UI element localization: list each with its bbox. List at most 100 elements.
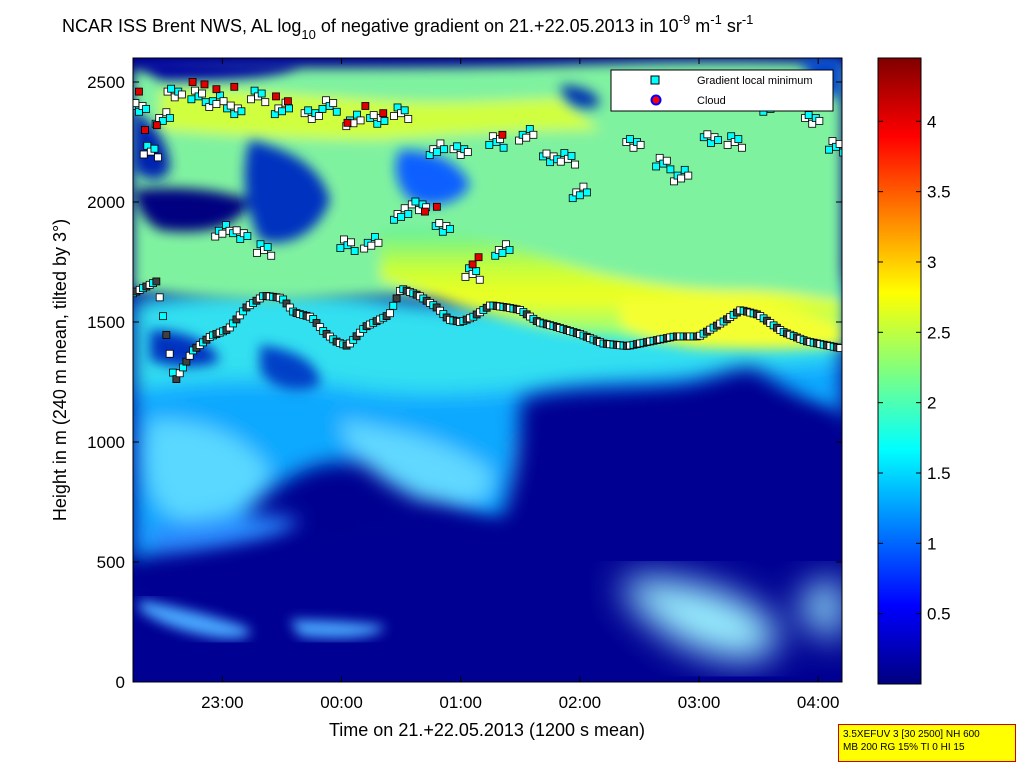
gradient-min-marker	[367, 241, 376, 250]
gradient-min-marker	[446, 224, 454, 233]
gradient-min-marker	[529, 130, 538, 139]
gradient-min-marker	[139, 150, 148, 159]
gradient-min-marker	[714, 136, 722, 144]
cloud-marker	[200, 80, 209, 89]
gradient-min-marker	[380, 116, 389, 125]
gradient-min-marker	[263, 243, 272, 252]
gradient-min-marker	[404, 210, 413, 218]
gradient-min-marker	[397, 212, 406, 221]
legend: Gradient local minimum Cloud	[610, 69, 834, 112]
gradient-min-marker	[232, 226, 241, 235]
gradient-min-marker	[177, 90, 186, 99]
gradient-min-marker	[636, 140, 645, 149]
cloud-marker	[379, 109, 388, 118]
cloud-marker	[343, 118, 352, 127]
gradient-min-marker	[522, 133, 531, 142]
gradient-min-marker	[839, 148, 842, 157]
y-tick-label-4: 2000	[87, 193, 125, 212]
cloud-marker	[212, 85, 221, 94]
gradient-min-marker	[498, 248, 507, 257]
gradient-min-marker	[198, 89, 207, 98]
gradient-min-marker	[472, 267, 481, 276]
gradient-min-marker	[836, 344, 842, 352]
gradient-min-marker	[463, 148, 472, 156]
title-subscript: 10	[301, 27, 315, 42]
gradient-min-marker	[386, 309, 394, 318]
gradient-min-marker	[253, 248, 261, 257]
gradient-min-marker	[226, 101, 235, 110]
cloud-marker	[468, 260, 477, 269]
gradient-min-marker	[314, 112, 323, 120]
gradient-min-marker	[155, 293, 164, 302]
gradient-min-marker	[389, 301, 398, 310]
title-unit2: sr	[722, 16, 742, 36]
gradient-min-marker	[400, 106, 409, 115]
cloud-marker	[230, 82, 239, 91]
x-axis-label: Time on 21.+22.05.2013 (1200 s mean)	[329, 720, 645, 740]
gradient-min-marker	[684, 171, 693, 180]
cbar-tick-label-7: 4	[927, 112, 936, 131]
x-tick-label-2: 01:00	[439, 693, 482, 712]
gradient-min-marker	[475, 275, 484, 284]
gradient-min-marker	[257, 89, 266, 98]
gradient-min-marker	[583, 188, 591, 197]
gradient-min-marker	[411, 197, 420, 206]
info-line-1: 3.5XEFUV 3 [30 2500] NH 600	[843, 729, 980, 740]
colorbar-ticks: 0.5 1 1.5 2 2.5 3 3.5 4	[878, 112, 951, 624]
cloud-marker	[284, 97, 292, 106]
gradient-min-marker	[499, 143, 508, 152]
gradient-min-marker	[738, 143, 746, 152]
gradient-min-marker	[187, 95, 196, 104]
gradient-min-marker	[278, 107, 286, 116]
chart-title: NCAR ISS Brent NWS, AL log10 of negative…	[62, 12, 753, 42]
x-tick-label-3: 02:00	[559, 693, 602, 712]
gradient-min-marker	[329, 99, 338, 108]
gradient-min-marker	[835, 140, 842, 148]
gradient-min-marker	[815, 116, 824, 125]
legend-label-cloud: Cloud	[697, 95, 726, 107]
cloud-marker	[188, 78, 197, 86]
gradient-min-marker	[336, 244, 345, 252]
plot-frame	[132, 57, 843, 683]
title-sup2: -1	[710, 12, 722, 27]
gradient-min-marker	[404, 115, 413, 123]
gradient-min-marker	[390, 112, 398, 120]
x-tick-label-5: 04:00	[797, 693, 840, 712]
y-tick-label-5: 2500	[87, 73, 125, 92]
gradient-min-marker	[166, 114, 174, 122]
gradient-min-marker	[374, 238, 383, 247]
gradient-min-marker	[625, 135, 634, 144]
gradient-min-marker	[261, 98, 270, 107]
marker-layer	[133, 78, 842, 383]
cloud-marker	[498, 130, 507, 139]
gradient-min-marker	[677, 174, 686, 183]
x-axis-ticks: 23:00 00:00 01:00 02:00 03:00 04:00	[201, 58, 839, 712]
cloud-marker	[272, 92, 280, 101]
gradient-min-marker	[485, 140, 494, 149]
x-tick-label-0: 23:00	[201, 693, 244, 712]
gradient-min-marker	[571, 160, 579, 169]
gradient-min-marker	[734, 135, 743, 144]
gradient-min-marker	[243, 232, 252, 240]
gradient-min-marker	[162, 331, 171, 339]
gradient-min-marker	[267, 251, 276, 260]
cbar-tick-label-5: 3	[927, 253, 936, 272]
gradient-min-marker	[237, 107, 246, 116]
gradient-min-marker	[652, 162, 661, 171]
gradient-min-marker	[505, 246, 514, 254]
y-tick-label-3: 1500	[87, 313, 125, 332]
title-prefix: NCAR ISS Brent NWS, AL log	[62, 16, 301, 36]
gradient-min-marker	[723, 140, 732, 149]
gradient-min-marker	[285, 104, 293, 113]
cbar-tick-label-1: 1	[927, 534, 936, 553]
gradient-min-marker	[440, 145, 448, 154]
cloud-marker	[141, 126, 149, 134]
title-sup3: -1	[742, 12, 754, 27]
title-unit1: m	[690, 16, 710, 36]
cloud-marker	[421, 207, 429, 216]
gradient-min-marker	[347, 238, 355, 247]
gradient-min-marker	[453, 142, 462, 151]
gradient-min-marker	[219, 97, 228, 106]
cloud-marker	[361, 102, 370, 110]
